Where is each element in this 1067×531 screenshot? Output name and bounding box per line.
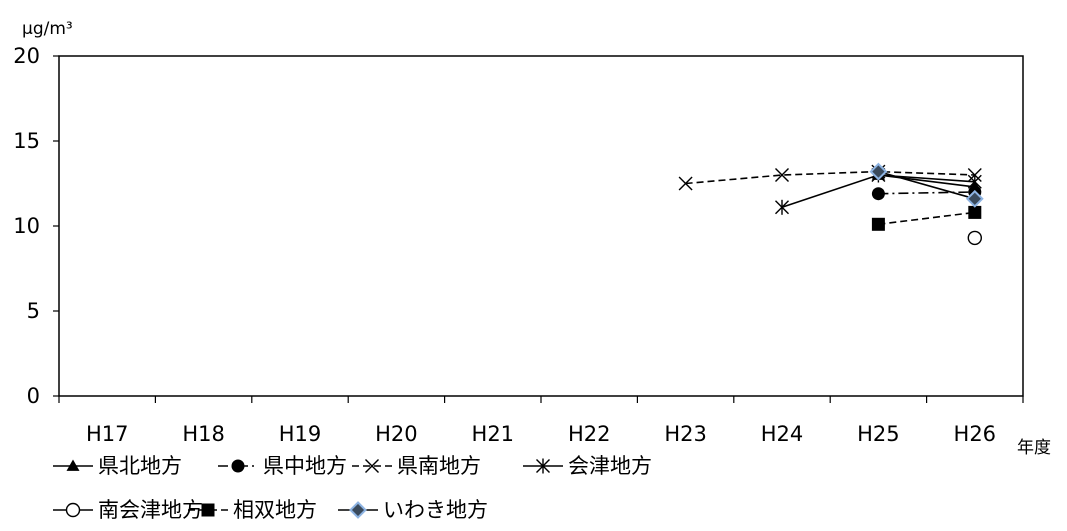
legend-item: 県北地方 [53,454,182,478]
data-point-diamond-filled [869,162,888,181]
data-point-diamond-filled [349,501,367,519]
series-いわき地方 [869,162,984,208]
series-県南地方 [678,164,982,191]
x-tick-label: H26 [954,422,997,446]
series-line [685,170,975,185]
data-point-star [536,458,550,474]
x-axis-label: 年度 [1017,438,1051,458]
x-tick-label: H24 [761,422,804,446]
data-point-x [678,176,693,191]
series-layer [678,162,984,246]
series-line [878,211,975,226]
data-point-star [775,199,789,215]
data-point-circle-filled [871,187,885,201]
series-line [878,170,976,200]
x-tick-label: H20 [375,422,418,446]
x-tick-label: H19 [279,422,322,446]
data-point-x [365,459,379,473]
data-point-circle-open [967,230,982,246]
y-tick-label: 10 [13,214,40,238]
y-axis-ticks: 0 5 10 15 20 [13,44,59,408]
legend-label: 相双地方 [233,498,317,522]
legend-label: 南会津地方 [98,498,203,522]
legend-label: 県南地方 [397,454,481,478]
legend-label: 県中地方 [263,454,347,478]
y-axis-unit-label: μg/m³ [22,19,73,39]
data-point-diamond-filled [965,189,984,208]
series-line [878,174,975,188]
data-point-square-filled [968,205,982,219]
series-県中地方 [871,185,982,201]
y-tick-label: 15 [13,129,40,153]
legend-label: 県北地方 [98,454,182,478]
legend-item: 会津地方 [523,454,652,478]
legend-item: 県中地方 [218,454,347,478]
data-point-star [967,174,982,190]
y-tick-label: 5 [27,299,40,323]
data-point-circle-filled [231,459,245,473]
x-axis-ticks: H17 H18 H19 H20 H21 H22 H23 H24 H25 H26 [58,396,1024,446]
x-tick-label: H21 [472,422,515,446]
legend-item: 県南地方 [352,454,481,478]
data-point-x [775,168,789,182]
legend-label: 会津地方 [568,454,652,478]
x-tick-label: H18 [182,422,225,446]
series-南会津地方 [967,230,982,246]
y-tick-label: 0 [27,384,40,408]
data-point-circle-open [65,502,81,518]
series-相双地方 [871,205,982,231]
y-tick-label: 20 [13,44,40,68]
x-tick-label: H17 [86,422,129,446]
data-point-square-filled [871,217,885,231]
x-tick-label: H25 [857,422,900,446]
data-point-triangle-filled [66,459,80,471]
legend-item: いわき地方 [338,498,488,522]
series-line [878,191,975,195]
data-point-square-filled [201,503,215,517]
legend-item: 相双地方 [188,498,317,522]
legend-item: 南会津地方 [53,498,203,522]
legend-label: いわき地方 [383,498,488,522]
x-tick-label: H22 [568,422,611,446]
x-tick-label: H23 [664,422,707,446]
